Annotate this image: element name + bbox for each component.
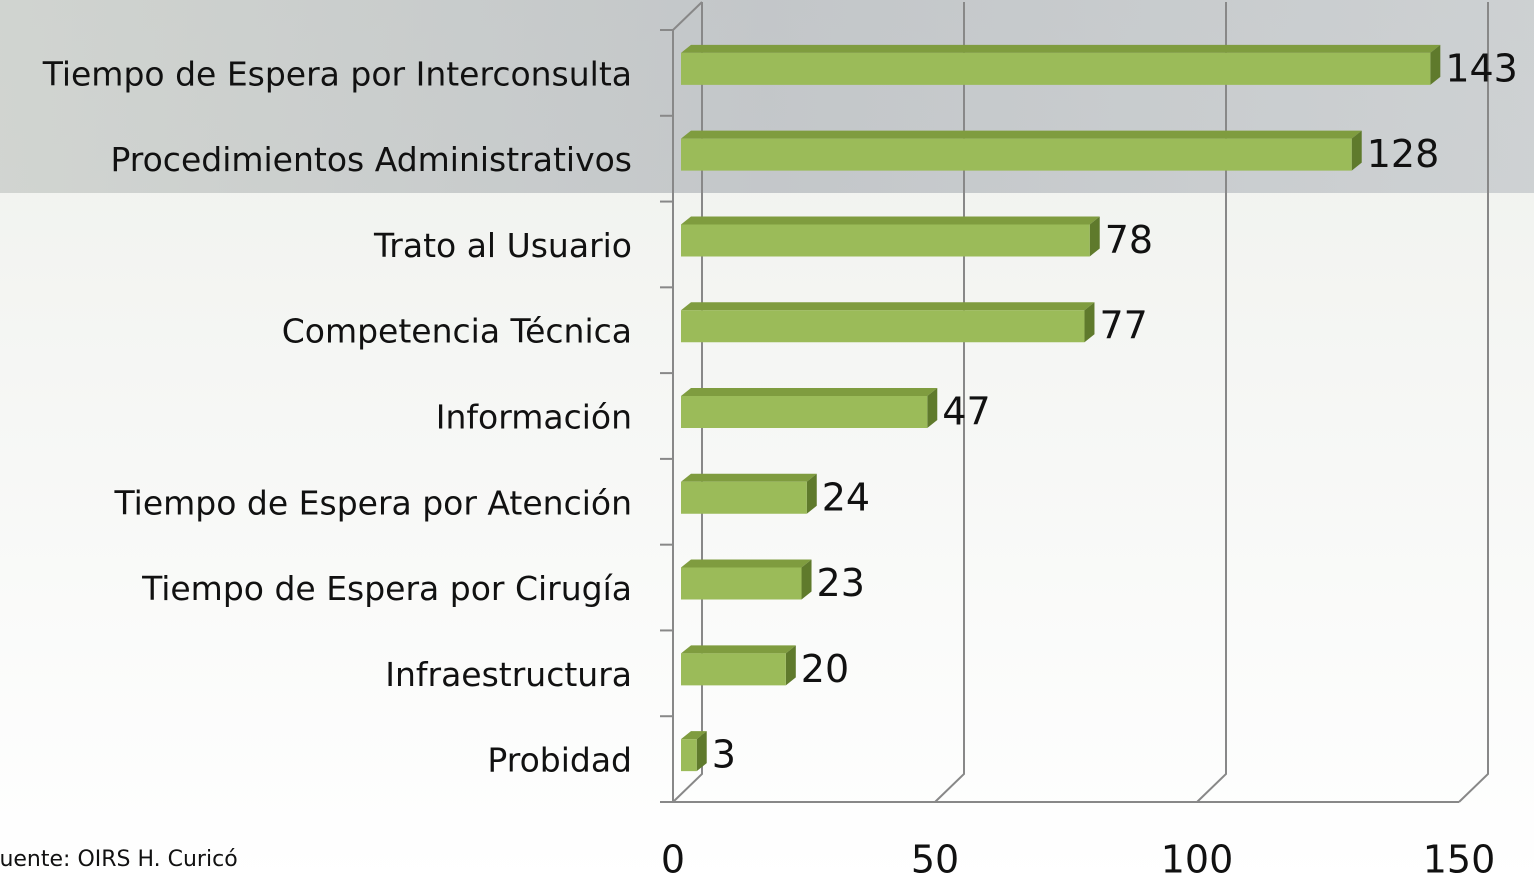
value-label: 24 (822, 475, 870, 519)
bar-front (681, 739, 697, 772)
bar-top (681, 44, 1441, 53)
bar (681, 302, 1095, 343)
y-tick-label: Tiempo de Espera por Atención (114, 483, 632, 522)
bar (681, 473, 817, 514)
bar-top (681, 645, 796, 654)
bar (681, 130, 1362, 171)
y-tick-label: Trato al Usuario (373, 226, 632, 265)
value-label: 128 (1367, 132, 1440, 176)
bar-front (681, 224, 1090, 257)
bar (681, 44, 1441, 85)
bar (681, 388, 938, 428)
y-tick-label: Procedimientos Administrativos (110, 140, 632, 179)
bar-side (696, 731, 707, 772)
bar-top (681, 473, 817, 482)
bar-side (927, 388, 938, 428)
bar (681, 559, 812, 600)
value-label: 78 (1105, 218, 1153, 262)
value-label: 20 (801, 647, 849, 691)
bar-front (681, 567, 802, 600)
y-tick-label: Información (436, 398, 632, 437)
bar-top (681, 130, 1362, 139)
source-note: Fuente: OIRS H. Curicó (0, 847, 238, 872)
bar-top (681, 731, 707, 740)
y-tick-label: Tiempo de Espera por Cirugía (141, 569, 632, 608)
bar (681, 731, 707, 772)
bar-side (801, 559, 812, 600)
bar-front (681, 138, 1352, 171)
bar-side (1084, 302, 1095, 343)
bar (681, 645, 796, 686)
y-tick-label: Probidad (487, 741, 632, 780)
bar-top (681, 302, 1095, 311)
bar (681, 216, 1100, 257)
grid-line (934, 2, 965, 803)
bar-front (681, 310, 1085, 343)
value-label: 3 (712, 733, 736, 777)
axis-line (672, 1, 703, 31)
bar-front (681, 52, 1431, 85)
value-label: 77 (1099, 304, 1147, 348)
y-tick-label: Competencia Técnica (282, 312, 632, 351)
bar-front (681, 653, 786, 686)
x-tick-label: 0 (661, 838, 685, 882)
x-tick-label: 150 (1423, 838, 1496, 882)
bar-front (681, 396, 928, 428)
y-tick-label: Tiempo de Espera por Interconsulta (42, 54, 632, 93)
grid-line (672, 2, 703, 803)
value-label: 47 (942, 390, 990, 434)
bar-top (681, 216, 1100, 225)
bar-side (1351, 130, 1362, 171)
bar-side (1089, 216, 1100, 257)
bar-front (681, 481, 807, 514)
bar-top (681, 388, 938, 396)
x-tick-label: 50 (911, 838, 959, 882)
bar-top (681, 559, 812, 568)
grid-line (1458, 2, 1489, 803)
value-label: 23 (817, 561, 865, 605)
value-label: 143 (1445, 46, 1518, 90)
bar-side (785, 645, 796, 686)
bar-side (806, 473, 817, 514)
y-tick-label: Infraestructura (385, 655, 632, 694)
grid-line (1196, 2, 1227, 803)
bar-side (1430, 44, 1441, 85)
x-tick-label: 100 (1161, 838, 1234, 882)
